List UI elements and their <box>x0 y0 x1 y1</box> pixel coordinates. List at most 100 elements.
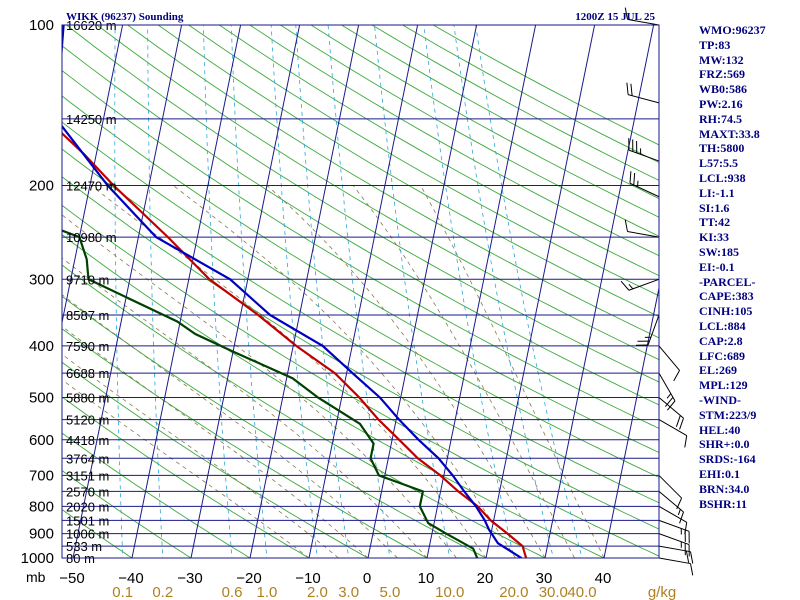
temperature-tick-label: −30 <box>177 570 202 587</box>
index-item: BSHR:11 <box>699 496 748 511</box>
index-item: SI:1.6 <box>699 200 730 215</box>
mixing-ratio-label: 40.0 <box>567 584 596 600</box>
isotherm <box>62 25 124 325</box>
index-item: MW:132 <box>699 52 744 67</box>
wind-barb-staff <box>647 314 660 346</box>
isotherm <box>131 25 242 558</box>
moist-adiabat <box>172 185 516 558</box>
height-label: 1501 m <box>66 513 109 528</box>
index-item: MPL:129 <box>699 378 748 393</box>
temperature-tick-label: −40 <box>118 570 143 587</box>
wind-barb-staff <box>658 491 684 513</box>
pressure-tick-label: 400 <box>29 338 54 355</box>
index-item: TT:42 <box>699 215 731 230</box>
isotherm <box>603 285 659 558</box>
wind-barb-staff <box>658 345 680 371</box>
moist-adiabat <box>62 325 369 558</box>
index-item: EI:-0.1 <box>699 259 735 274</box>
moist-adiabat <box>90 185 487 558</box>
dry-adiabat <box>249 25 659 257</box>
wind-barb-flag <box>629 171 632 184</box>
pressure-tick-label: 200 <box>29 177 54 194</box>
temperature-tick-label: −10 <box>295 570 320 587</box>
temperature-tick-label: 20 <box>477 570 494 587</box>
height-label: 3151 m <box>66 468 109 483</box>
observation-time: 1200Z 15 JUL 25 <box>575 11 655 23</box>
pressure-unit-label: mb <box>26 569 46 585</box>
moist-adiabat <box>62 257 428 558</box>
index-item: -PARCEL- <box>699 274 756 289</box>
mixing-ratio-label: 10.0 <box>435 584 464 600</box>
mixing-ratio-line <box>147 25 164 558</box>
index-item: CAP:2.8 <box>699 333 743 348</box>
isotherm <box>0 13 7 569</box>
height-label: 2020 m <box>66 499 109 514</box>
dry-adiabat <box>62 508 133 558</box>
height-label: 7590 m <box>66 339 109 354</box>
mixing-ratio-label: 5.0 <box>380 584 401 600</box>
index-item: WMO:96237 <box>699 23 766 37</box>
index-item: FRZ:569 <box>699 67 745 82</box>
height-label: 3764 m <box>66 451 109 466</box>
dry-adiabat <box>62 95 659 454</box>
wind-barb-flag <box>620 280 630 291</box>
wind-barb-flag <box>673 370 681 382</box>
height-label: 6688 m <box>66 366 109 381</box>
wind-barb-flag <box>690 563 694 576</box>
wind-barb-flag <box>630 83 633 96</box>
dry-adiabat <box>62 121 659 478</box>
wind-barb-flag <box>624 219 628 232</box>
index-item: TH:5800 <box>699 141 745 156</box>
temperature-unit-label: C <box>654 569 666 586</box>
height-label: 12470 m <box>66 178 117 193</box>
wind-barb-staff <box>629 182 660 198</box>
dry-adiabat <box>157 25 659 318</box>
index-item: SHR+:0.0 <box>699 437 750 452</box>
pressure-tick-label: 700 <box>29 467 54 484</box>
height-label: 5120 m <box>66 413 109 428</box>
wind-barb-flag <box>664 396 674 407</box>
height-label: 14250 m <box>66 112 117 127</box>
height-label: 5880 m <box>66 391 109 406</box>
wind-barb-flag <box>624 7 628 20</box>
station-title: WIKK (96237) Sounding <box>66 11 184 23</box>
temperature-tick-label: −50 <box>59 570 84 587</box>
mixing-ratio-label: 3.0 <box>338 584 359 600</box>
index-item: EHI:0.1 <box>699 466 741 481</box>
index-item: SW:185 <box>699 244 740 259</box>
mixing-ratio-unit-label: g/kg <box>648 584 676 600</box>
wind-barb-staff <box>628 278 660 291</box>
mixing-ratio-label: 1.0 <box>257 584 278 600</box>
mixing-ratio-line <box>374 25 451 558</box>
pressure-tick-label: 100 <box>29 17 54 34</box>
wind-barb-staff <box>627 18 660 26</box>
dry-adiabat <box>188 25 659 297</box>
isotherm <box>62 25 65 36</box>
wind-barb-flag <box>667 400 676 411</box>
mixing-ratio-label: 2.0 <box>307 584 328 600</box>
wind-barb-staff <box>658 397 684 419</box>
pressure-tick-label: 900 <box>29 526 54 543</box>
background-lines <box>0 13 659 569</box>
isotherm <box>426 25 537 558</box>
wind-barb-flag <box>679 511 684 524</box>
moist-adiabat <box>62 294 398 558</box>
index-item: EL:269 <box>699 363 738 378</box>
mixing-ratio-label: 0.2 <box>152 584 173 600</box>
mixing-ratio-line <box>114 25 124 558</box>
height-label: 4418 m <box>66 433 109 448</box>
wind-barb-flag <box>679 417 684 430</box>
wind-barb-flag <box>685 550 690 563</box>
temperature-tick-label: 10 <box>418 570 435 587</box>
height-label: 8587 m <box>66 308 109 323</box>
wind-barb-staff <box>658 533 690 546</box>
wind-barb-staff <box>658 545 691 553</box>
index-item: LI:-1.1 <box>699 185 735 200</box>
isotherm <box>190 25 301 558</box>
temperature-tick-label: 30 <box>536 570 553 587</box>
dry-adiabat <box>219 25 659 277</box>
dry-adiabat <box>127 25 659 339</box>
index-item: SRDS:-164 <box>699 452 756 467</box>
